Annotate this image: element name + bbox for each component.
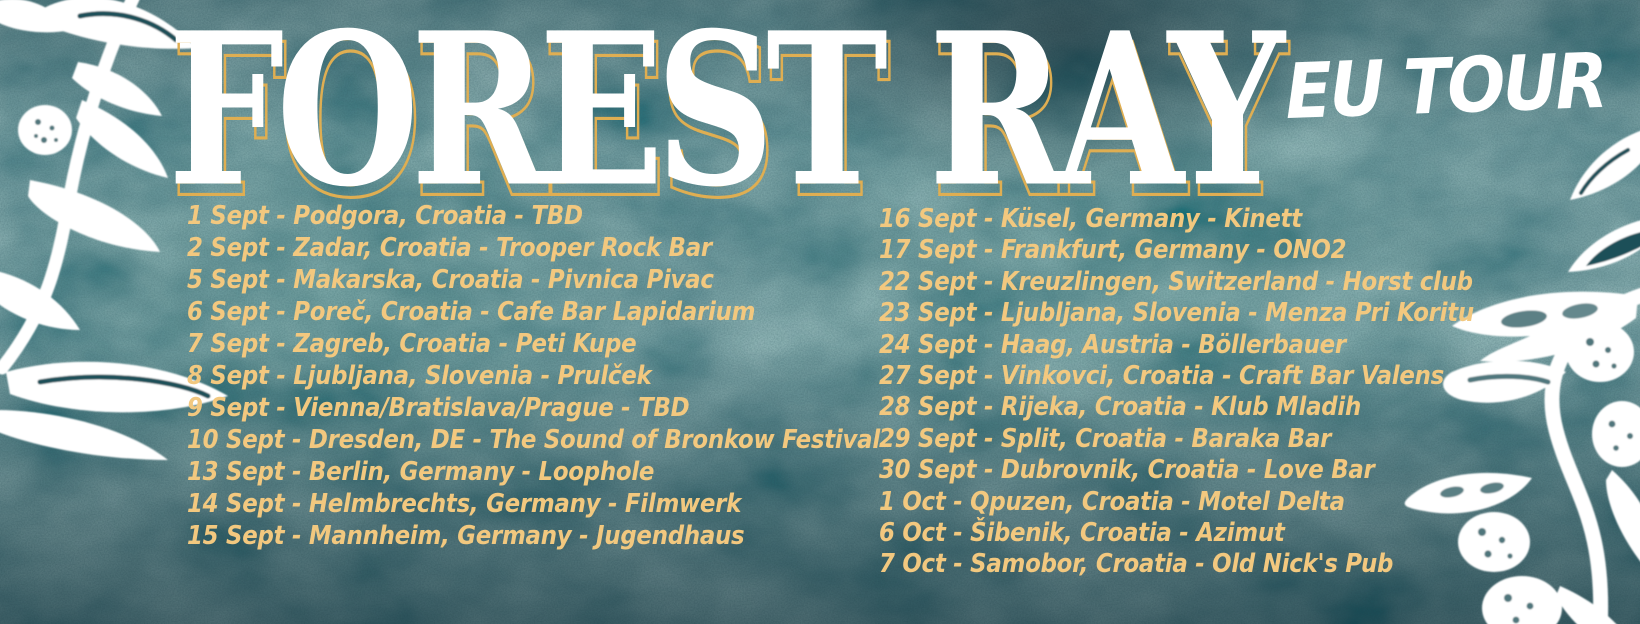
tour-date-row: 24 Sept - Haag, Austria - Böllerbauer [879,329,1346,360]
tour-date-row: 1 Sept - Podgora, Croatia - TBD [187,201,583,231]
tour-date-row: 28 Sept - Rijeka, Croatia - Klub Mladih [879,392,1362,423]
tour-date-row: 9 Sept - Vienna/Bratislava/Prague - TBD [187,393,690,423]
tour-date-row: 5 Sept - Makarska, Croatia - Pivnica Piv… [187,265,714,295]
tour-dates-column-left: 1 Sept - Podgora, Croatia - TBD 2 Sept - … [187,200,880,552]
tour-date-row: 7 Sept - Zagreb, Croatia - Peti Kupe [187,329,637,359]
tour-date-row: 13 Sept - Berlin, Germany - Loophole [187,457,655,487]
tour-date-row: 29 Sept - Split, Croatia - Baraka Bar [879,423,1332,454]
tour-date-row: 16 Sept - Küsel, Germany - Kinett [879,204,1302,234]
band-title-text: FOREST RAY [168,0,1285,234]
tour-date-row: 8 Sept - Ljubljana, Slovenia - Prulček [187,361,652,391]
tour-date-row: 17 Sept - Frankfurt, Germany - ONO2 [879,235,1347,266]
tour-date-row: 15 Sept - Mannheim, Germany - Jugendhaus [187,521,745,551]
tour-date-row: 7 Oct - Samobor, Croatia - Old Nick's Pu… [879,549,1394,580]
tour-date-row: 6 Sept - Poreč, Croatia - Cafe Bar Lapid… [187,297,756,327]
tour-date-row: 14 Sept - Helmbrechts, Germany - Filmwer… [187,489,742,519]
tour-date-row: 22 Sept - Kreuzlingen, Switzerland - Hor… [879,266,1473,297]
tour-date-row: 10 Sept - Dresden, DE - The Sound of Bro… [187,425,880,455]
tour-dates-column-right: 16 Sept - Küsel, Germany - Kinett 17 Sept… [879,204,1474,581]
tour-date-row: 1 Oct - Qpuzen, Croatia - Motel Delta [879,486,1345,517]
tour-date-row: 23 Sept - Ljubljana, Slovenia - Menza Pr… [879,298,1474,329]
tour-date-row: 30 Sept - Dubrovnik, Croatia - Love Bar [879,455,1375,486]
tour-date-row: 27 Sept - Vinkovci, Croatia - Craft Bar … [879,361,1444,392]
tour-date-row: 2 Sept - Zadar, Croatia - Trooper Rock B… [187,233,712,263]
tour-date-row: 6 Oct - Šibenik, Croatia - Azimut [879,518,1285,549]
tour-label: EU TOUR [1283,35,1607,136]
